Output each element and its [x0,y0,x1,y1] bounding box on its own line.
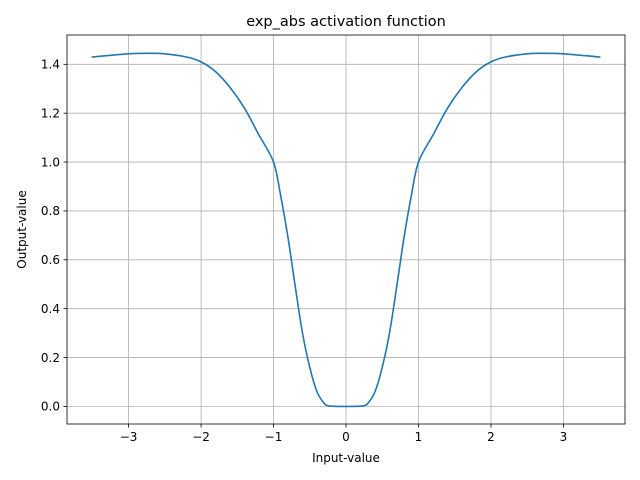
y-tick-label: 0.6 [41,253,60,267]
x-tick-label: −3 [120,430,138,444]
series-line [91,52,601,408]
y-tick-label: 1.0 [41,155,60,169]
y-tick-label: 0.8 [41,204,60,218]
x-tick-label: 1 [415,430,423,444]
y-axis-label: Output-value [15,190,29,268]
x-tick-label: 3 [560,430,568,444]
y-tick-label: 0.2 [41,351,60,365]
x-tick-label: −1 [265,430,283,444]
x-tick-label: 0 [342,430,350,444]
x-tick-label: −2 [192,430,210,444]
y-tick-label: 0.0 [41,400,60,414]
x-axis-label: Input-value [312,451,380,465]
axis-ticks: −3 −2 −1 0 1 2 3 0.0 0.2 0.4 0.6 0.8 1.0 1.2 1.4 [41,58,567,444]
grid [67,35,625,424]
plot-lines [91,52,601,408]
y-tick-label: 1.2 [41,106,60,120]
y-tick-label: 1.4 [41,58,60,72]
x-tick-label: 2 [487,430,495,444]
chart-title: exp_abs activation function [246,14,446,30]
y-tick-label: 0.4 [41,302,60,316]
